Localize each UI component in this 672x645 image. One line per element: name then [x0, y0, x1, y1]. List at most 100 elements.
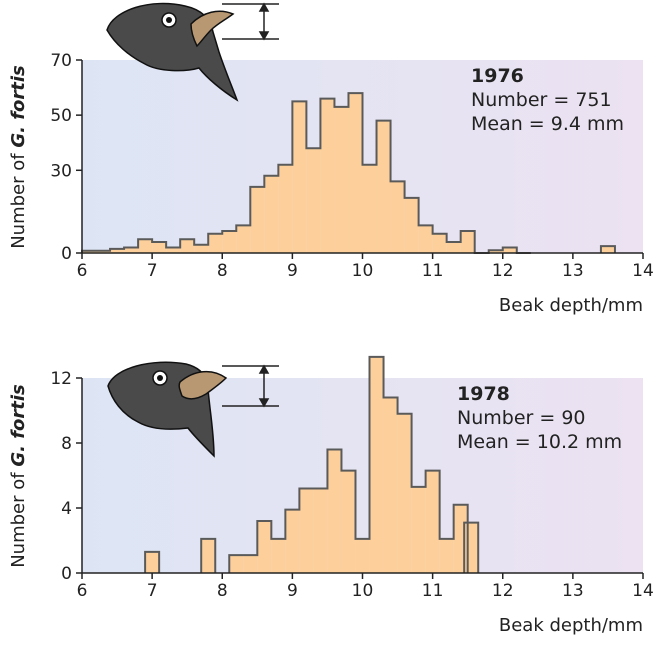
beak-depth-marker	[222, 364, 279, 408]
histogram-bar	[320, 98, 335, 253]
mean-label: Mean = 10.2 mm	[457, 431, 622, 453]
y-tick-label: 0	[61, 244, 72, 264]
x-axis-label: Beak depth/mm	[499, 615, 643, 636]
x-tick-label: 8	[217, 261, 228, 281]
beak-depth-marker	[222, 2, 279, 41]
finch-head-icon	[107, 361, 228, 458]
histogram-bar	[355, 538, 370, 573]
histogram-bar	[271, 538, 286, 573]
y-tick-label: 4	[61, 499, 72, 519]
histogram-bar	[229, 555, 244, 573]
x-tick-label: 6	[77, 261, 88, 281]
histogram-bar	[446, 241, 461, 253]
x-tick-label: 9	[287, 261, 298, 281]
x-tick-label: 12	[492, 261, 514, 281]
histogram-outline	[144, 355, 480, 573]
histogram-bar	[404, 197, 419, 253]
chart-1978: 6 7 8 9 10 11 12 13 14 0 4 8 12 Beak depth/mm Numbe…	[8, 355, 654, 636]
finch-beak-shape	[190, 10, 235, 48]
histogram-bar	[201, 538, 216, 573]
histogram-bar	[236, 225, 251, 253]
y-tick-label: 50	[50, 106, 72, 126]
histogram-bar	[285, 509, 300, 573]
histogram-bars	[82, 93, 615, 254]
x-tick-label: 9	[287, 581, 298, 601]
y-axis-label-prefix: Number of	[8, 148, 29, 249]
y-tick-label: 30	[50, 161, 72, 181]
histogram-bar	[397, 413, 412, 573]
histogram-bar	[257, 521, 272, 573]
y-axis-label: Number of G. fortis	[8, 384, 29, 568]
histogram-bar	[138, 239, 153, 253]
x-tick-label: 6	[77, 581, 88, 601]
chart-1976: 6 7 8 9 10 11 12 13 14 0 30 50 70 Beak depth/mm Num…	[8, 2, 654, 316]
finch-pupil	[157, 375, 163, 381]
histogram-bar	[82, 250, 97, 253]
year-label: 1978	[457, 383, 510, 405]
finch-head-icon	[106, 2, 239, 102]
histogram-bar	[411, 486, 426, 573]
histogram-bars	[145, 356, 479, 573]
histogram-bar	[306, 148, 321, 253]
x-tick-label: 14	[632, 581, 654, 601]
x-tick-label: 10	[352, 261, 374, 281]
y-tick-labels: 0 4 8 12	[50, 369, 82, 584]
histogram-bar	[180, 239, 195, 253]
histogram-bar	[488, 250, 503, 253]
histogram-bar	[460, 230, 475, 253]
histogram-bar	[600, 246, 615, 253]
x-tick-label: 12	[492, 581, 514, 601]
y-axis-label-species: G. fortis	[8, 384, 29, 467]
x-tick-label: 10	[352, 581, 374, 601]
x-tick-label: 14	[632, 261, 654, 281]
histogram-bar	[341, 470, 356, 573]
histogram-bar	[124, 247, 139, 253]
x-tick-labels: 6 7 8 9 10 11 12 13 14	[77, 253, 654, 281]
year-label: 1976	[471, 65, 524, 87]
histogram-bar	[222, 230, 237, 253]
y-axis-label-species: G. fortis	[8, 65, 29, 148]
histogram-bar	[418, 225, 433, 253]
count-label: Number = 751	[471, 89, 612, 111]
histogram-bar	[439, 538, 454, 573]
histogram-bar	[383, 397, 398, 573]
histogram-bar	[243, 555, 258, 573]
y-tick-label: 70	[50, 51, 72, 71]
histogram-bar	[278, 164, 293, 253]
histogram-bar	[250, 186, 265, 253]
x-tick-label: 13	[562, 581, 584, 601]
histogram-bar	[390, 181, 405, 253]
histogram-bar	[432, 233, 447, 253]
histogram-bar	[166, 247, 181, 253]
finch-beak-shape	[178, 370, 228, 400]
y-tick-label: 8	[61, 434, 72, 454]
histogram-bar	[376, 120, 391, 254]
x-tick-label: 7	[147, 261, 158, 281]
histogram-bar	[334, 106, 349, 253]
histogram-bar	[464, 522, 479, 573]
x-tick-label: 7	[147, 581, 158, 601]
histogram-bar	[362, 164, 377, 253]
histogram-bar	[299, 488, 314, 573]
histogram-bar	[327, 449, 342, 573]
x-tick-label: 11	[422, 581, 444, 601]
histogram-bar	[110, 248, 125, 253]
histogram-bar	[313, 488, 328, 573]
histogram-bar	[145, 551, 160, 573]
x-axis-label: Beak depth/mm	[499, 295, 643, 316]
histogram-bar	[264, 175, 279, 253]
y-axis-label-prefix: Number of	[8, 467, 29, 568]
histogram-bar	[208, 233, 223, 253]
y-tick-labels: 0 30 50 70	[50, 51, 82, 264]
y-tick-label: 12	[50, 369, 72, 389]
finch-pupil	[166, 17, 172, 23]
x-tick-labels: 6 7 8 9 10 11 12 13 14	[77, 573, 654, 601]
x-tick-label: 8	[217, 581, 228, 601]
count-label: Number = 90	[457, 407, 586, 429]
x-tick-label: 13	[562, 261, 584, 281]
y-axis-label: Number of G. fortis	[8, 65, 29, 249]
y-tick-label: 0	[61, 564, 72, 584]
histogram-bar	[425, 470, 440, 573]
histogram-bar	[348, 93, 363, 253]
